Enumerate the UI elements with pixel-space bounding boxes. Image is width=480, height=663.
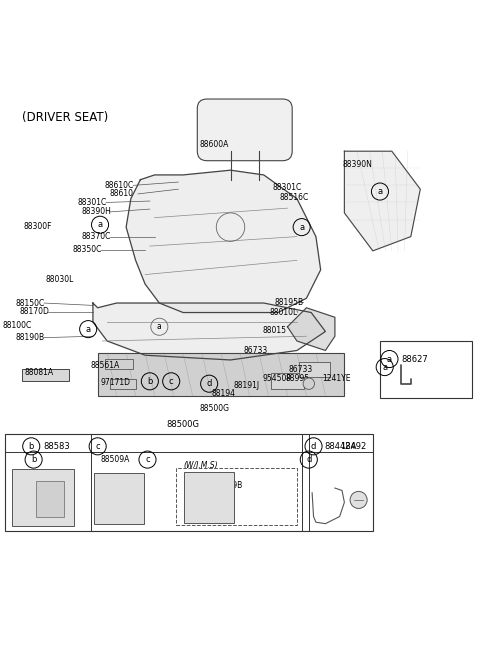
Text: 88500G: 88500G: [167, 420, 200, 429]
Polygon shape: [288, 308, 335, 351]
Circle shape: [303, 378, 314, 389]
Text: c: c: [96, 442, 100, 451]
Text: d: d: [306, 455, 312, 464]
Bar: [176, 467, 297, 524]
Text: 88390H: 88390H: [81, 208, 111, 216]
Text: 88190B: 88190B: [15, 333, 45, 342]
Bar: [5, 434, 373, 531]
Text: 88600A: 88600A: [200, 140, 229, 149]
FancyBboxPatch shape: [36, 481, 64, 516]
Text: 86733: 86733: [244, 346, 268, 355]
Text: 88010L: 88010L: [269, 308, 298, 317]
Text: 88081A: 88081A: [24, 368, 53, 377]
Text: 12492: 12492: [340, 442, 366, 451]
Text: 97171D: 97171D: [101, 378, 131, 387]
Text: 88583: 88583: [43, 442, 70, 451]
Text: 88194: 88194: [212, 389, 236, 398]
Text: c: c: [145, 455, 150, 464]
Text: b: b: [147, 377, 153, 386]
Text: 88030L: 88030L: [46, 274, 74, 284]
Text: 88300F: 88300F: [23, 221, 52, 231]
Text: d: d: [311, 442, 316, 451]
Polygon shape: [126, 170, 321, 312]
Bar: [380, 341, 472, 398]
Text: 88301C: 88301C: [272, 183, 301, 192]
Text: 88561A: 88561A: [91, 361, 120, 370]
FancyBboxPatch shape: [94, 473, 144, 524]
FancyBboxPatch shape: [97, 353, 344, 396]
Text: 88995: 88995: [286, 375, 310, 383]
FancyBboxPatch shape: [105, 359, 133, 369]
Text: 88448A: 88448A: [324, 442, 357, 451]
FancyBboxPatch shape: [22, 369, 69, 381]
FancyBboxPatch shape: [300, 363, 330, 377]
Text: 88015: 88015: [263, 326, 287, 335]
Text: c: c: [169, 377, 173, 386]
Text: 88150C: 88150C: [15, 298, 45, 308]
Text: a: a: [85, 325, 91, 333]
Text: 88610C: 88610C: [105, 181, 134, 190]
Text: 88610: 88610: [109, 190, 133, 198]
FancyBboxPatch shape: [184, 473, 234, 522]
Text: 88191J: 88191J: [234, 381, 260, 390]
Text: 95450P: 95450P: [263, 375, 292, 383]
Text: (DRIVER SEAT): (DRIVER SEAT): [22, 111, 108, 124]
FancyBboxPatch shape: [271, 373, 304, 389]
FancyBboxPatch shape: [12, 469, 74, 526]
Text: d: d: [206, 379, 212, 389]
Text: 86733: 86733: [288, 365, 312, 374]
Text: a: a: [299, 223, 304, 231]
Text: b: b: [31, 455, 36, 464]
Circle shape: [350, 491, 367, 509]
Text: 88390N: 88390N: [342, 160, 372, 170]
Text: a: a: [97, 220, 103, 229]
Text: 88627: 88627: [401, 355, 428, 363]
Text: 88500G: 88500G: [200, 404, 229, 413]
Text: 88509A: 88509A: [100, 455, 130, 464]
Text: (W/I.M.S): (W/I.M.S): [183, 461, 218, 470]
Text: 88301C: 88301C: [78, 198, 107, 207]
Text: a: a: [377, 187, 383, 196]
Text: a: a: [382, 363, 387, 371]
FancyBboxPatch shape: [109, 379, 136, 389]
Text: a: a: [157, 322, 162, 332]
Polygon shape: [93, 303, 325, 360]
Polygon shape: [344, 151, 420, 251]
Text: 88516C: 88516C: [280, 193, 309, 202]
Text: 88370C: 88370C: [81, 232, 110, 241]
Text: 88350C: 88350C: [73, 245, 102, 255]
Text: 88100C: 88100C: [3, 322, 32, 330]
Text: 1241YE: 1241YE: [323, 375, 351, 383]
Text: 88627: 88627: [401, 365, 425, 374]
Text: 88509B: 88509B: [214, 481, 243, 490]
Text: b: b: [28, 442, 34, 451]
Text: 88195B: 88195B: [274, 298, 303, 306]
Text: a: a: [387, 355, 392, 363]
Text: 88170D: 88170D: [20, 307, 50, 316]
FancyBboxPatch shape: [197, 99, 292, 160]
